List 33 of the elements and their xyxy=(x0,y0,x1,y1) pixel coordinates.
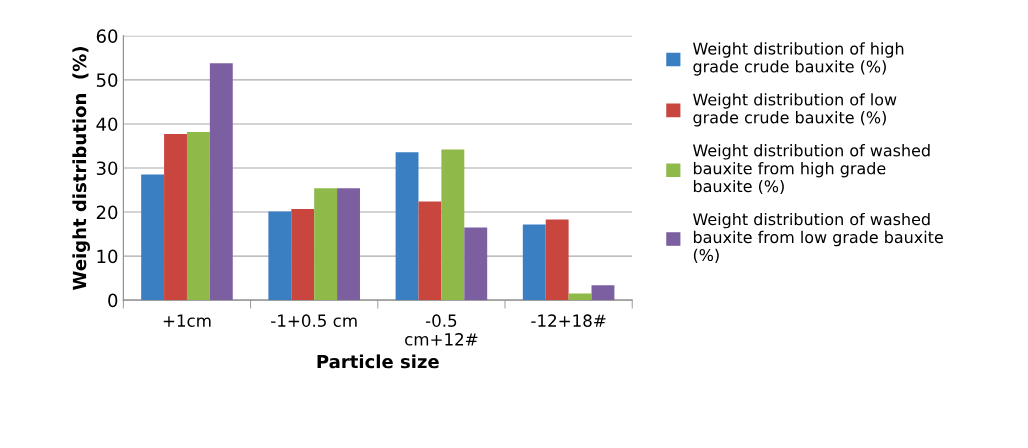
bar xyxy=(291,208,315,301)
legend-label: Weight distribution of washed bauxite from high grade bauxite (%) xyxy=(693,144,930,195)
bar xyxy=(568,293,592,301)
bar xyxy=(441,149,465,301)
bar xyxy=(209,63,233,301)
x-tick-label: -12+18# xyxy=(531,314,606,327)
bar xyxy=(418,201,442,301)
bar xyxy=(141,174,165,301)
x-tick-label: -1+0.5 cm xyxy=(271,314,357,327)
y-tick-label: 40 xyxy=(96,117,118,132)
bar xyxy=(337,188,360,301)
bar xyxy=(314,188,338,301)
bar xyxy=(545,219,569,301)
bar xyxy=(591,285,615,301)
y-tick-label: 50 xyxy=(96,73,118,88)
legend-label: Weight distribution of high grade crude bauxite (%) xyxy=(693,42,904,76)
bar xyxy=(522,224,546,301)
legend-label: Weight distribution of washed bauxite from low grade bauxite (%) xyxy=(693,212,943,263)
bar xyxy=(464,227,488,301)
y-tick-label: 60 xyxy=(96,29,118,43)
bar xyxy=(395,152,419,301)
y-tick-label: 10 xyxy=(97,249,118,264)
bar xyxy=(164,134,187,301)
x-tick-label: +1cm xyxy=(163,314,211,327)
legend-label: Weight distribution of low grade crude bauxite (%) xyxy=(693,93,897,127)
x-tick-label: -0.5 cm+12# xyxy=(405,314,478,346)
y-tick-label: 0 xyxy=(108,293,118,308)
y-axis-title: Weight distribution (%) xyxy=(72,47,90,290)
bar xyxy=(268,211,292,301)
bar xyxy=(186,131,210,301)
y-tick-label: 20 xyxy=(96,205,118,220)
y-tick-label: 30 xyxy=(96,161,118,176)
x-axis-title: Particle size xyxy=(317,354,439,369)
